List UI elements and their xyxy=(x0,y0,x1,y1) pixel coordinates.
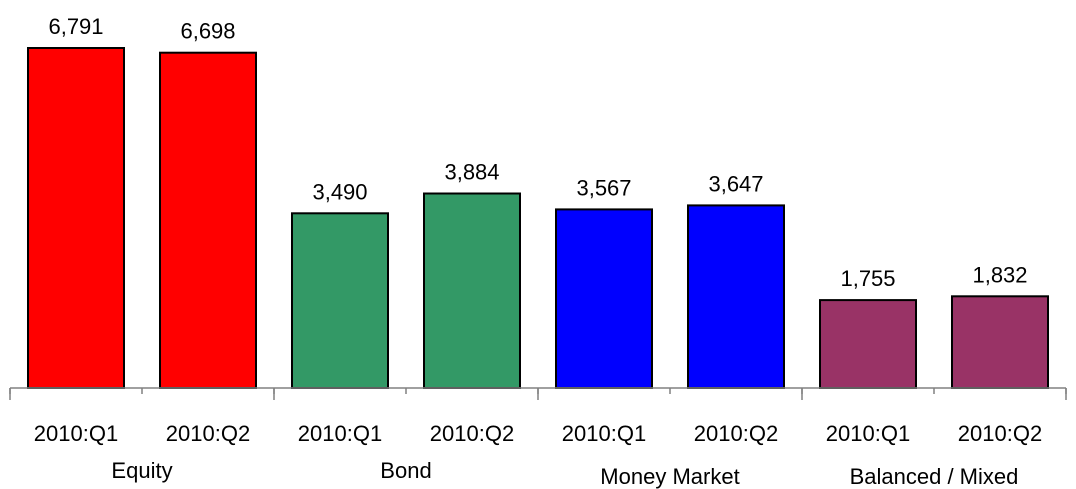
tick-label: 2010:Q2 xyxy=(430,421,514,446)
group-label: Balanced / Mixed xyxy=(850,464,1019,489)
tick-labels-layer: 2010:Q1 2010:Q2 2010:Q1 2010:Q2 2010:Q1 2010:… xyxy=(34,421,1042,446)
value-label: 6,698 xyxy=(180,19,235,44)
group-label: Money Market xyxy=(600,464,739,489)
tick-label: 2010:Q2 xyxy=(958,421,1042,446)
bar-equity-2010-q1 xyxy=(27,47,125,389)
group-label: Bond xyxy=(380,458,431,483)
tick-label: 2010:Q1 xyxy=(562,421,646,446)
tick-label: 2010:Q1 xyxy=(34,421,118,446)
bar-bond-2010-q1 xyxy=(291,212,389,389)
bar-balanced-mixed-2010-q2 xyxy=(951,295,1049,389)
x-axis xyxy=(9,387,1067,400)
bar-equity-2010-q2 xyxy=(159,51,257,389)
value-label: 3,490 xyxy=(312,179,367,204)
tick-label: 2010:Q2 xyxy=(694,421,778,446)
group-labels-layer: Equity Bond Money Market Balanced / Mixed xyxy=(111,458,1018,489)
group-label: Equity xyxy=(111,458,172,483)
bar-balanced-mixed-2010-q1 xyxy=(819,299,917,390)
value-label: 1,832 xyxy=(972,262,1027,287)
value-label: 3,647 xyxy=(708,171,763,196)
bar-money-market-2010-q2 xyxy=(687,204,785,389)
tick-label: 2010:Q1 xyxy=(298,421,382,446)
value-labels-layer: 6,791 6,698 3,490 3,884 3,567 3,647 1,755 1,832 xyxy=(48,14,1027,291)
value-label: 1,755 xyxy=(840,266,895,291)
value-label: 6,791 xyxy=(48,14,103,39)
bar-money-market-2010-q1 xyxy=(555,208,653,389)
bars-layer xyxy=(27,47,1049,390)
tick-label: 2010:Q2 xyxy=(166,421,250,446)
tick-label: 2010:Q1 xyxy=(826,421,910,446)
bar-bond-2010-q2 xyxy=(423,192,521,389)
value-label: 3,567 xyxy=(576,175,631,200)
value-label: 3,884 xyxy=(444,160,499,185)
